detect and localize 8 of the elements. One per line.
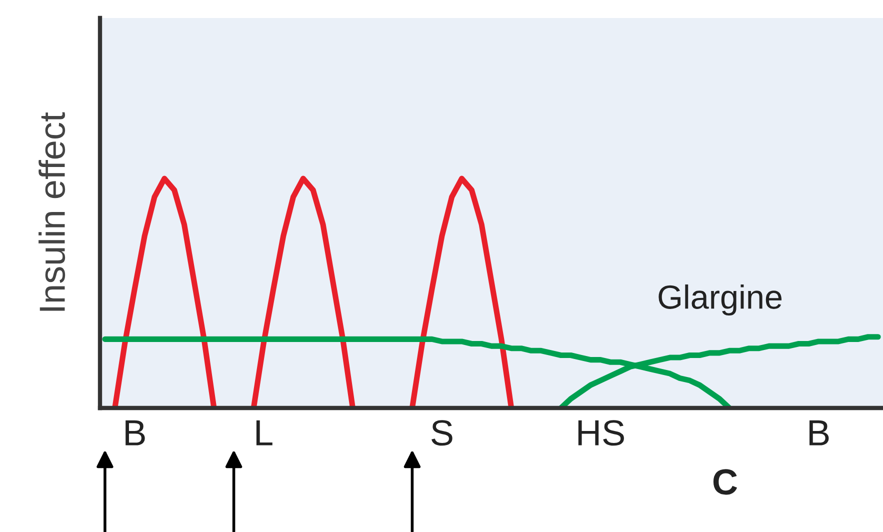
x-tick-label: HS: [578, 420, 624, 446]
x-tick-label: L: [256, 420, 272, 446]
x-tick-label: B: [126, 420, 145, 446]
y-axis-title: Insulin effect: [38, 112, 66, 311]
text: C: [713, 469, 738, 495]
annotation: Glargine: [658, 284, 782, 316]
x-tick-label: B: [809, 420, 829, 446]
x-tick-label: S: [432, 420, 452, 446]
